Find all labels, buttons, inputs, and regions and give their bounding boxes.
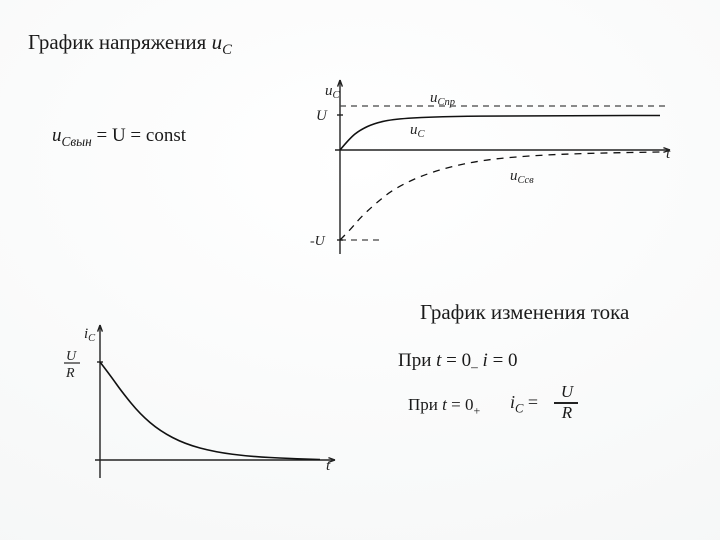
frac-top: U (558, 382, 576, 402)
frac-bot: R (558, 403, 576, 423)
l4-plus: + (473, 403, 480, 417)
condition-t0-plus: При t = 0+ (408, 395, 480, 418)
svg-text:R: R (65, 366, 75, 381)
l3-pre: При (398, 350, 436, 371)
svg-text:iC: iC (84, 326, 96, 344)
frac-eq: = (523, 392, 538, 412)
l3-post: = 0 (488, 350, 518, 371)
current-chart: iCURt (40, 300, 350, 500)
svg-text:uCсв: uCсв (510, 168, 534, 186)
svg-text:U: U (316, 108, 328, 124)
l4-post: = 0 (447, 395, 474, 414)
const-var: u (52, 125, 62, 146)
current-graph-title: График изменения тока (420, 300, 629, 325)
l3-minus: – (471, 359, 478, 374)
const-equation: uCвын = U = const (52, 125, 186, 150)
const-post: = U = const (92, 125, 186, 146)
l3-mid: = 0 (441, 350, 471, 371)
svg-text:uC: uC (410, 122, 426, 140)
title1-var: u (212, 30, 223, 54)
l4-pre: При (408, 395, 442, 414)
condition-t0-minus: При t = 0– i = 0 (398, 350, 518, 375)
voltage-chart: uCuCпрUuCtuCсв-U (280, 40, 680, 260)
svg-text:t: t (666, 146, 671, 162)
svg-text:-U: -U (310, 234, 326, 249)
title1-sub: C (222, 42, 232, 58)
svg-text:U: U (66, 349, 77, 364)
title1-text: График напряжения (28, 30, 206, 54)
const-sub: Cвын (62, 134, 92, 149)
svg-text:uCпр: uCпр (430, 90, 455, 108)
voltage-graph-title: График напряжения uC (28, 30, 232, 59)
